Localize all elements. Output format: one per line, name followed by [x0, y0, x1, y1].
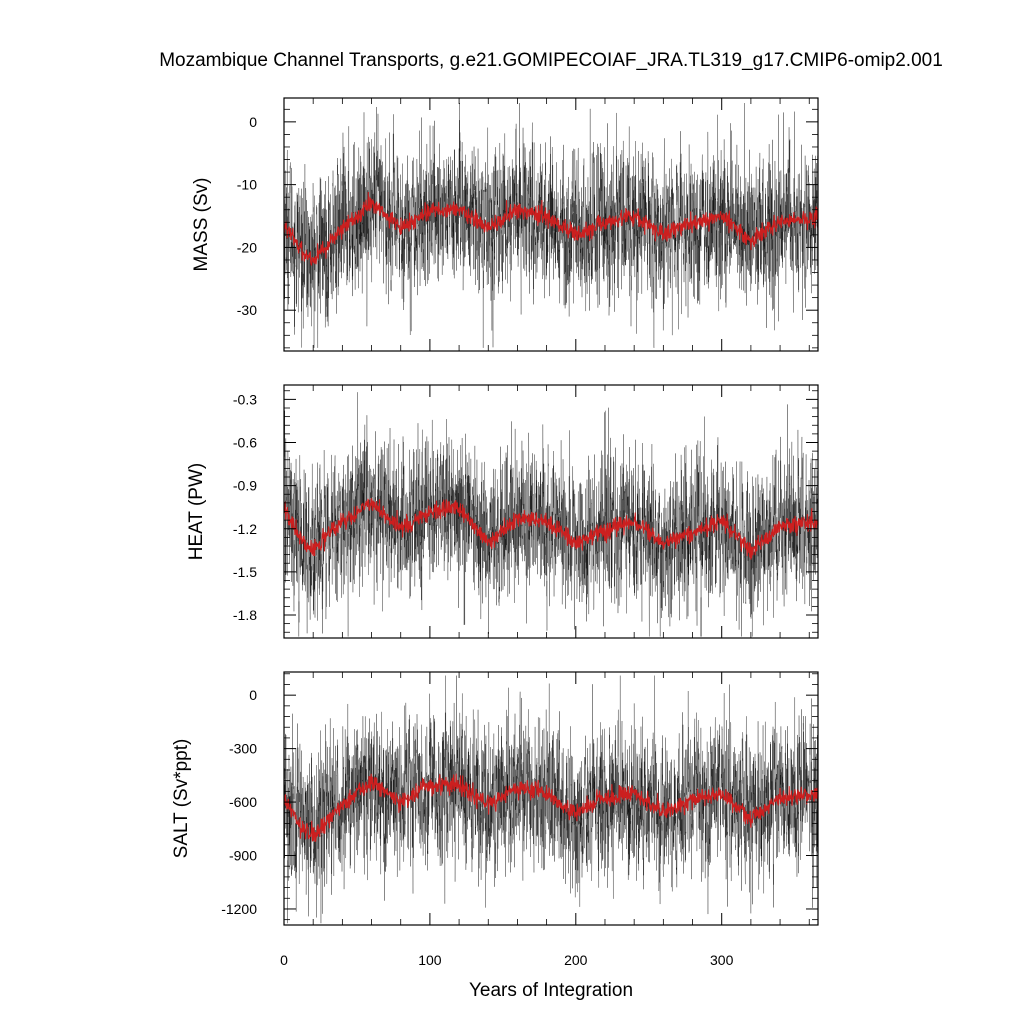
mass-y-axis-label: MASS (Sv) [191, 178, 212, 272]
x-tick-label: 200 [564, 952, 588, 968]
heat-y-axis-label: HEAT (PW) [186, 463, 207, 560]
x-axis-label: Years of Integration [469, 980, 633, 1001]
mass-y-tick-label: 0 [249, 114, 257, 130]
heat-raw-series-line [284, 392, 818, 637]
x-tick-label: 100 [418, 952, 442, 968]
heat-smoothed-series-line [284, 498, 818, 560]
salt-y-tick-label: -1200 [221, 901, 257, 917]
mass-y-tick-label: -10 [237, 177, 257, 193]
x-tick-label: 300 [710, 952, 734, 968]
mass-y-tick-label: -30 [237, 302, 257, 318]
heat-y-tick-label: -1.8 [233, 607, 257, 623]
panel-salt: 0 -300 -600 -900 -1200 SALT (Sv*ppt) 0 100 200 30… [171, 671, 819, 968]
panel-heat: -0.3 -0.6 -0.9 -1.2 -1.5 -1.8 HEAT (PW) [186, 384, 819, 639]
salt-smoothed-series-line [284, 773, 818, 843]
heat-y-tick-label: -0.3 [233, 391, 257, 407]
chart-title: Mozambique Channel Transports, g.e21.GOM… [159, 50, 943, 71]
heat-y-tick-label: -1.5 [233, 564, 257, 580]
salt-y-tick-label: -300 [229, 741, 257, 757]
heat-y-tick-label: -0.9 [233, 478, 257, 494]
salt-y-tick-label: -600 [229, 794, 257, 810]
salt-y-axis-label: SALT (Sv*ppt) [171, 739, 192, 859]
mass-plot-frame [283, 97, 819, 352]
x-tick-label: 0 [280, 952, 288, 968]
heat-y-tick-label: -1.2 [233, 521, 257, 537]
salt-plot-frame [283, 671, 819, 926]
mass-y-tick-label: -20 [237, 239, 257, 255]
mass-smoothed-series-line [284, 191, 818, 267]
heat-y-tick-label: -0.6 [233, 435, 257, 451]
salt-raw-series-line [284, 675, 818, 924]
salt-y-tick-label: 0 [249, 687, 257, 703]
salt-y-tick-label: -900 [229, 848, 257, 864]
panel-mass: 0 -10 -20 -30 MASS (Sv) [191, 97, 819, 352]
